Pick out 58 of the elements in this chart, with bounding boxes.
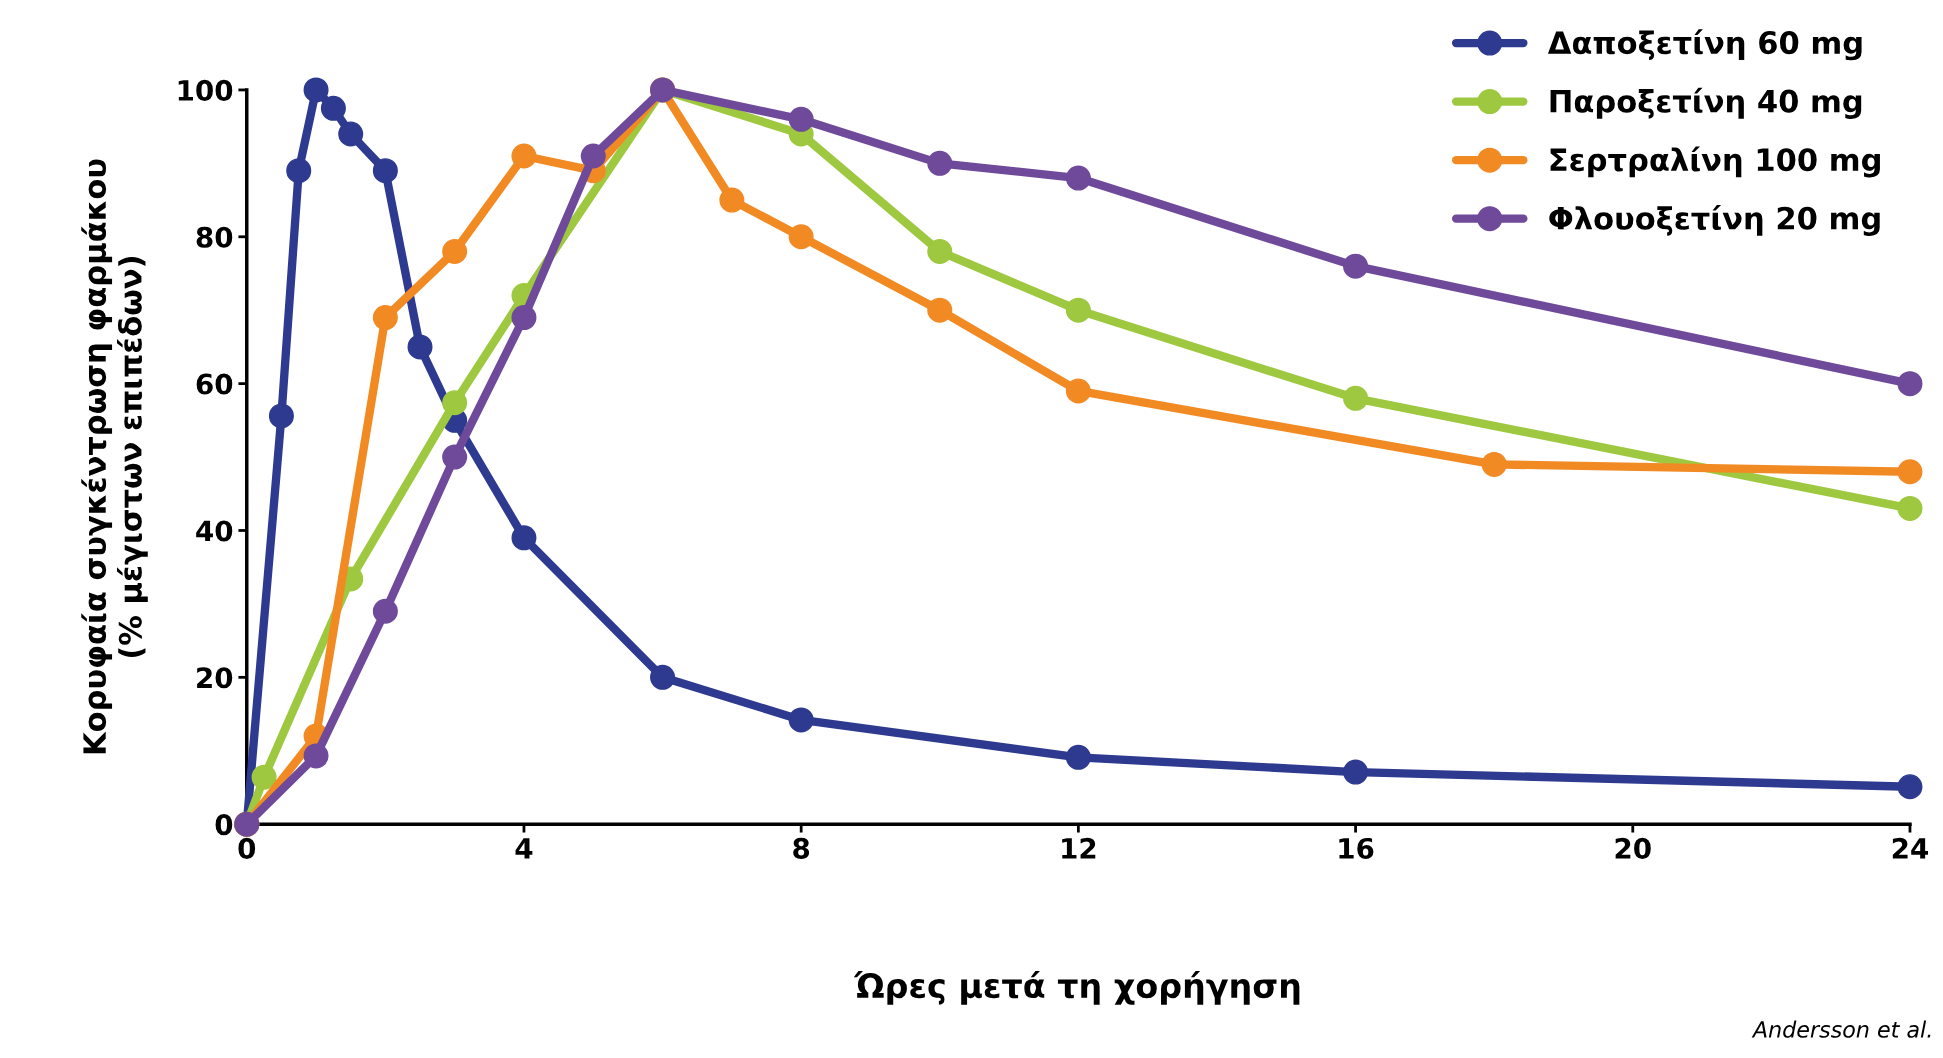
point — [372, 305, 398, 331]
point — [927, 297, 953, 323]
point — [788, 707, 814, 733]
point — [650, 664, 676, 690]
point — [1065, 165, 1091, 191]
point — [407, 334, 433, 360]
legend-label: Δαποξετίνη 60 mg — [1547, 29, 1862, 61]
y-tick-label: 80 — [196, 226, 233, 248]
point — [1343, 385, 1369, 411]
point — [927, 238, 953, 264]
point — [251, 764, 277, 790]
point — [442, 390, 468, 416]
point — [1897, 371, 1923, 397]
y-tick-label: 60 — [196, 373, 233, 395]
point — [1481, 451, 1507, 477]
point — [788, 106, 814, 132]
point — [1343, 759, 1369, 785]
x-tick-label: 8 — [793, 837, 810, 859]
point — [372, 598, 398, 624]
point — [1065, 297, 1091, 323]
point — [1065, 378, 1091, 404]
text: Andersson et al. — [1751, 1020, 1931, 1038]
point — [303, 77, 329, 103]
point — [1343, 253, 1369, 279]
legend-label: Φλουοξετίνη 20 mg — [1549, 204, 1880, 236]
point — [719, 187, 745, 213]
point — [1897, 495, 1923, 521]
y-tick-label: 100 — [178, 79, 233, 101]
x-tick-label: 0 — [238, 837, 256, 859]
point — [1065, 744, 1091, 770]
legend-label: Σερτραλίνη 100 mg — [1550, 146, 1880, 178]
x-tick-label: 24 — [1892, 837, 1929, 859]
point — [927, 150, 953, 176]
x-axis-title: Ώρες μετά τη χορήγηση — [853, 971, 1300, 1005]
point — [442, 238, 468, 264]
y-tick-label: 20 — [197, 667, 233, 689]
point — [1897, 774, 1923, 800]
point — [338, 121, 364, 147]
x-tick-label: 4 — [515, 838, 533, 859]
point — [511, 305, 537, 331]
point — [372, 158, 398, 184]
point — [320, 95, 346, 121]
legend-label: Παροξετίνη 40 mg — [1550, 87, 1862, 119]
point — [286, 158, 312, 184]
point — [303, 743, 329, 769]
x-tick-label: 16 — [1339, 837, 1374, 859]
point — [580, 143, 606, 169]
y-axis-title: Κορυφαία συγκέντρωση φαρμάκου (% μέγιστων επιπέδων) — [81, 159, 148, 754]
x-tick-label: 12 — [1062, 837, 1096, 859]
y-tick-label: 0 — [215, 814, 233, 836]
point — [511, 525, 537, 551]
point — [1897, 459, 1923, 485]
x-tick-label: 20 — [1615, 837, 1651, 859]
point — [511, 143, 537, 169]
point — [788, 224, 814, 250]
point — [442, 444, 468, 470]
point — [268, 403, 294, 429]
y-tick-label: 40 — [196, 520, 233, 542]
